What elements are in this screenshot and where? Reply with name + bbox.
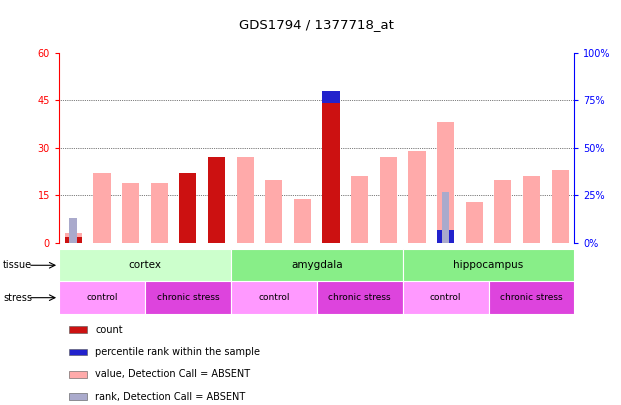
Bar xyxy=(402,249,574,281)
Text: control: control xyxy=(258,293,289,302)
Bar xyxy=(151,183,168,243)
Text: chronic stress: chronic stress xyxy=(329,293,391,302)
Bar xyxy=(409,151,425,243)
Text: cortex: cortex xyxy=(129,260,161,270)
Bar xyxy=(551,170,569,243)
Bar xyxy=(65,237,82,243)
Bar xyxy=(322,91,340,103)
Bar xyxy=(237,157,254,243)
Text: stress: stress xyxy=(3,293,32,303)
Text: count: count xyxy=(95,324,123,335)
Bar xyxy=(70,371,88,378)
Bar xyxy=(231,281,317,314)
Text: amygdala: amygdala xyxy=(291,260,343,270)
Bar xyxy=(437,122,454,243)
Text: chronic stress: chronic stress xyxy=(156,293,219,302)
Bar xyxy=(466,202,483,243)
Bar xyxy=(59,281,145,314)
Bar xyxy=(265,179,283,243)
Bar xyxy=(208,173,225,243)
Text: control: control xyxy=(430,293,461,302)
Bar xyxy=(59,249,231,281)
Bar xyxy=(489,281,574,314)
Bar xyxy=(442,192,450,243)
Bar xyxy=(70,326,88,333)
Text: control: control xyxy=(86,293,118,302)
Text: value, Detection Call = ABSENT: value, Detection Call = ABSENT xyxy=(95,369,250,379)
Text: tissue: tissue xyxy=(3,260,32,270)
Text: hippocampus: hippocampus xyxy=(453,260,524,270)
Bar xyxy=(179,173,196,243)
Text: chronic stress: chronic stress xyxy=(500,293,563,302)
Bar xyxy=(317,281,402,314)
Bar xyxy=(93,173,111,243)
Bar xyxy=(322,103,340,243)
Bar xyxy=(494,179,512,243)
Bar xyxy=(231,249,402,281)
Bar xyxy=(145,281,231,314)
Bar xyxy=(70,394,88,400)
Bar xyxy=(70,217,77,243)
Bar xyxy=(523,177,540,243)
Bar xyxy=(65,233,82,243)
Text: rank, Detection Call = ABSENT: rank, Detection Call = ABSENT xyxy=(95,392,245,402)
Bar xyxy=(122,183,139,243)
Bar xyxy=(437,230,454,243)
Bar xyxy=(208,157,225,243)
Bar xyxy=(294,198,311,243)
Bar xyxy=(351,177,368,243)
Bar xyxy=(379,157,397,243)
Bar xyxy=(402,281,489,314)
Text: GDS1794 / 1377718_at: GDS1794 / 1377718_at xyxy=(239,18,394,31)
Text: percentile rank within the sample: percentile rank within the sample xyxy=(95,347,260,357)
Bar xyxy=(70,349,88,355)
